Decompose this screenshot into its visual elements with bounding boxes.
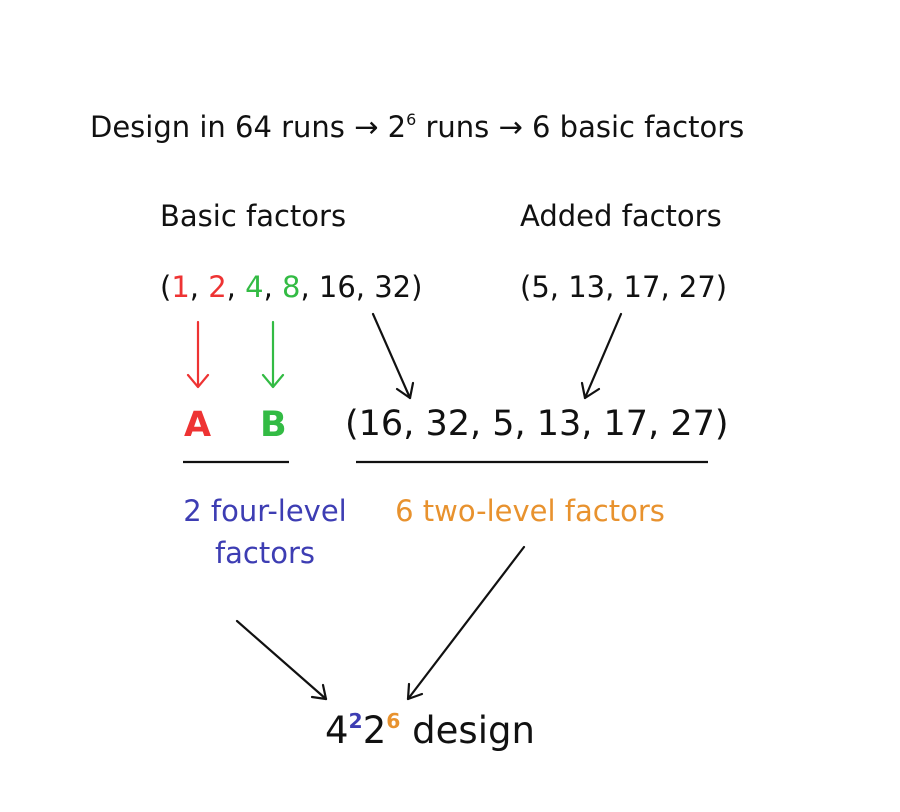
title-part1: Design in 64 runs → 2	[90, 110, 407, 144]
basic-factor-32: 32	[374, 270, 412, 304]
separator: ,	[300, 270, 319, 304]
basic-factors-list: (1, 2, 4, 8, 16, 32)	[160, 273, 422, 302]
basic-factor-1: 1	[171, 270, 190, 304]
paren-open: (	[160, 270, 172, 304]
two-level-label: 6 two-level factors	[395, 494, 665, 528]
basic-factor-8: 8	[282, 270, 301, 304]
basic-factor-2: 2	[208, 270, 227, 304]
factor-a: A	[184, 405, 212, 445]
basic-to-combined-arrow	[371, 312, 415, 400]
separator: ,	[226, 270, 246, 304]
paren-close: )	[411, 270, 423, 304]
added-factors-list: (5, 13, 17, 27)	[520, 270, 728, 304]
combined-factors: (16, 32, 5, 13, 17, 27)	[345, 404, 729, 444]
basic-factor-16: 16	[318, 270, 356, 304]
separator: ,	[355, 270, 375, 304]
factor-b: B	[260, 405, 287, 445]
title-exponent: 6	[406, 110, 417, 130]
final-base-2: 2	[362, 709, 387, 752]
four-level-to-design-arrow	[235, 619, 328, 701]
final-suffix: design	[400, 709, 535, 752]
four-level-label: 2 four-level factors	[183, 494, 347, 570]
green-down-arrow	[261, 320, 285, 389]
final-base-4: 4	[325, 709, 349, 752]
final-exponent-6: 6	[386, 708, 401, 733]
basic-factors-header: Basic factors	[160, 199, 347, 233]
added-to-combined-arrow	[580, 312, 623, 400]
final-exponent-2: 2	[348, 708, 363, 733]
added-factors-header: Added factors	[520, 199, 722, 233]
two-level-to-design-arrow	[406, 545, 526, 701]
separator: ,	[189, 270, 209, 304]
title: Design in 64 runs → 26 runs → 6 basic fa…	[90, 110, 745, 144]
red-down-arrow	[186, 320, 210, 389]
basic-factor-4: 4	[245, 270, 264, 304]
final-design: 4226 design	[325, 708, 535, 752]
title-part2: runs → 6 basic factors	[416, 110, 745, 144]
separator: ,	[263, 270, 282, 304]
